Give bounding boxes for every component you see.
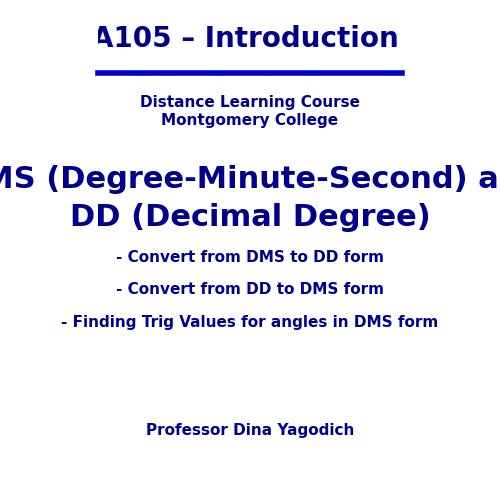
Text: Professor Dina Yagodich: Professor Dina Yagodich <box>146 422 354 438</box>
Text: A105 – Introduction to Trigonomet: A105 – Introduction to Trigonomet <box>92 25 500 53</box>
Text: - Convert from DMS to DD form: - Convert from DMS to DD form <box>116 250 384 265</box>
Text: - Finding Trig Values for angles in DMS form: - Finding Trig Values for angles in DMS … <box>62 315 438 330</box>
Text: Montgomery College: Montgomery College <box>162 112 338 128</box>
Text: - Convert from DD to DMS form: - Convert from DD to DMS form <box>116 282 384 298</box>
Text: DD (Decimal Degree): DD (Decimal Degree) <box>70 202 430 232</box>
Text: Distance Learning Course: Distance Learning Course <box>140 95 360 110</box>
Text: DMS (Degree-Minute-Second) and: DMS (Degree-Minute-Second) and <box>0 165 500 194</box>
